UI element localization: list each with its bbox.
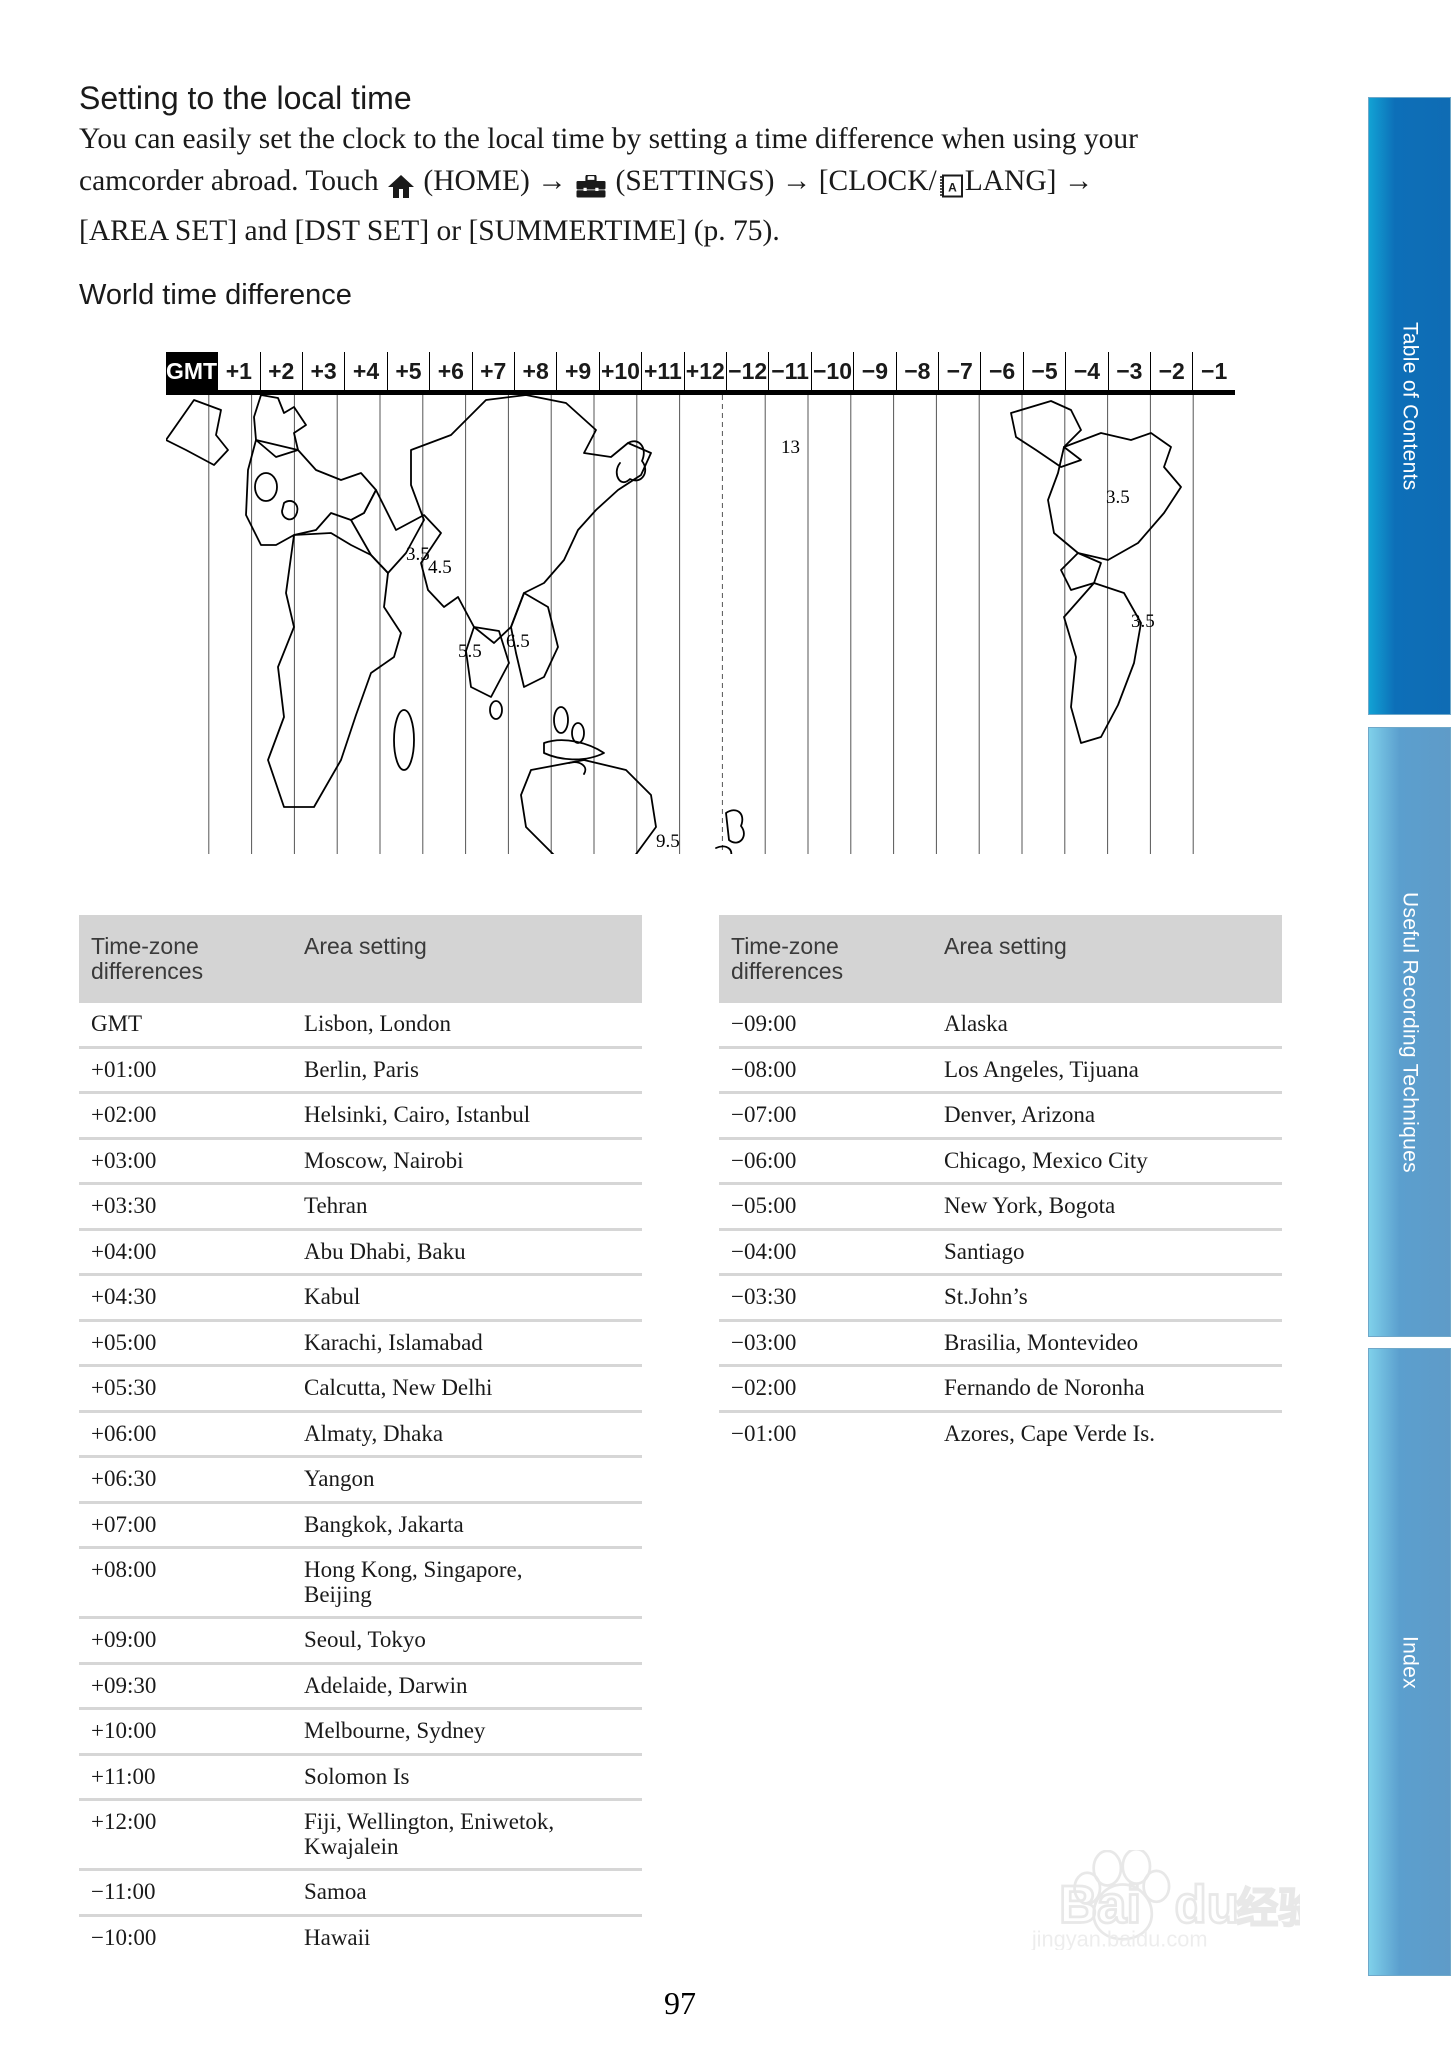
svg-text:经验: 经验 — [1236, 1885, 1300, 1932]
svg-text:13: 13 — [781, 437, 800, 458]
svg-text:4.5: 4.5 — [428, 557, 452, 578]
svg-text:5.5: 5.5 — [458, 641, 482, 662]
svg-text:3.5: 3.5 — [406, 544, 430, 565]
svg-text:9.5: 9.5 — [656, 831, 680, 852]
svg-text:jingyan.baidu.com: jingyan.baidu.com — [1031, 1926, 1208, 1950]
svg-text:6.5: 6.5 — [506, 631, 530, 652]
svg-text:3.5: 3.5 — [1131, 611, 1155, 632]
svg-text:A: A — [948, 181, 957, 195]
svg-text:3.5: 3.5 — [1106, 487, 1130, 508]
